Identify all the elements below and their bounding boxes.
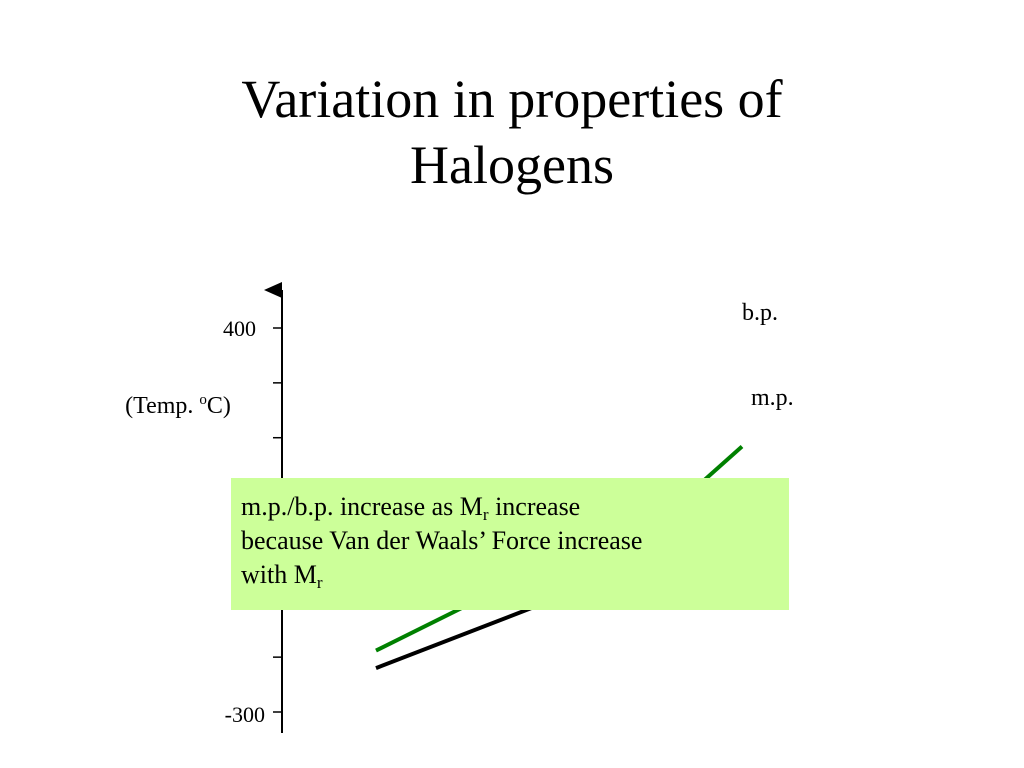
- note-line-2: because Van der Waals’ Force increase: [241, 524, 779, 558]
- note-text-3: because Van der Waals’ Force increase: [241, 526, 643, 555]
- note-line-1: m.p./b.p. increase as Mr increase: [241, 490, 779, 524]
- series-label-mp: m.p.: [751, 385, 794, 411]
- series-label-bp: b.p.: [742, 300, 778, 326]
- note-box: m.p./b.p. increase as Mr increase becaus…: [231, 478, 789, 610]
- note-line-3: with Mr: [241, 558, 779, 592]
- note-text-2: increase: [488, 492, 581, 521]
- note-subscript-2: r: [316, 573, 323, 592]
- y-tick-labels: 400 -300: [223, 316, 265, 727]
- y-axis-label: (Temp. oC): [125, 392, 231, 419]
- note-text-1: m.p./b.p. increase as M: [241, 492, 483, 521]
- note-subscript-1: r: [482, 505, 489, 524]
- series-labels: b.p. m.p.: [742, 300, 794, 411]
- y-tick-label-1: -300: [225, 702, 265, 727]
- slide-title-line1: Variation in properties of: [241, 69, 783, 129]
- note-text-4: with M: [241, 560, 317, 589]
- slide-title-line2: Halogens: [410, 135, 614, 195]
- slide-title: Variation in properties of Halogens: [0, 66, 1024, 198]
- y-tick-label-0: 400: [223, 316, 256, 341]
